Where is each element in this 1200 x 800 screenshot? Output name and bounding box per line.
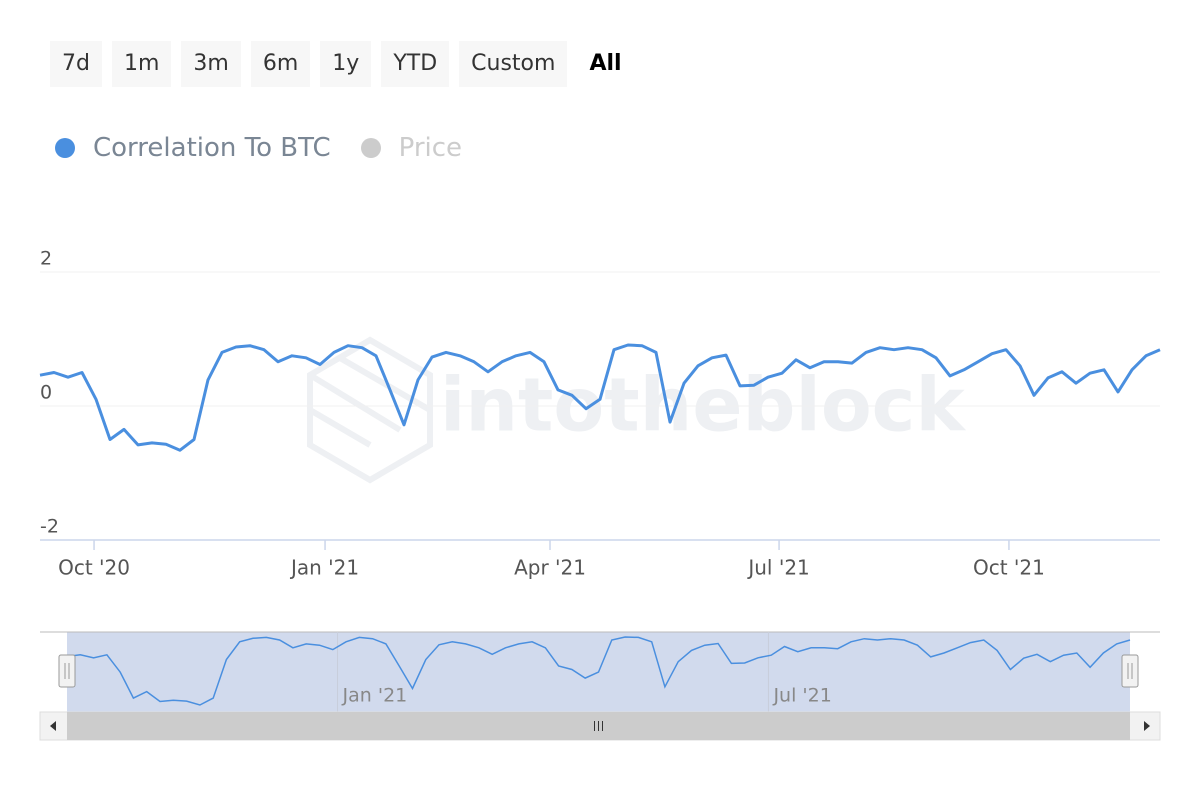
range-button[interactable]: 3m bbox=[181, 41, 241, 87]
range-button[interactable]: 1y bbox=[320, 41, 372, 87]
x-tick-label: Apr '21 bbox=[514, 556, 586, 580]
watermark-logo bbox=[307, 336, 433, 484]
watermark-shape bbox=[307, 336, 433, 484]
handle-box bbox=[58, 654, 76, 688]
legend-marker bbox=[55, 138, 75, 158]
legend-marker bbox=[360, 138, 381, 158]
scroll-left[interactable] bbox=[50, 721, 56, 731]
x-tick-label: Oct '21 bbox=[973, 556, 1045, 580]
range-selector: 7d 1m 3m 6m 1y YTD Custom All bbox=[50, 41, 634, 87]
data-line bbox=[39, 343, 1161, 452]
range-button[interactable]: YTD bbox=[381, 41, 450, 87]
handle-box bbox=[1121, 654, 1139, 688]
legend: Correlation To BTC Price bbox=[55, 133, 462, 163]
legend-item[interactable]: Price bbox=[360, 133, 463, 163]
x-tick-label: Jul '21 bbox=[746, 556, 809, 580]
legend-item[interactable]: Correlation To BTC bbox=[55, 133, 331, 163]
y-tick-label: 0 bbox=[40, 382, 52, 404]
navigator-handle[interactable] bbox=[58, 654, 76, 688]
y-tick-label: -2 bbox=[40, 516, 59, 538]
navigator-line bbox=[66, 636, 1131, 706]
x-tick-label: Jan '21 bbox=[289, 556, 359, 580]
range-button[interactable]: 1m bbox=[111, 41, 172, 87]
range-button[interactable]: Custom bbox=[459, 41, 568, 87]
range-button[interactable]: All bbox=[577, 41, 634, 87]
scroll-right[interactable] bbox=[1144, 721, 1150, 731]
range-button[interactable]: 6m bbox=[250, 41, 311, 87]
x-tick-label: Oct '20 bbox=[58, 556, 130, 580]
legend-label: Price bbox=[398, 133, 463, 163]
navigator-handle[interactable] bbox=[1121, 654, 1139, 688]
legend-label: Correlation To BTC bbox=[93, 133, 331, 163]
navigator-tick-label: Jul '21 bbox=[772, 685, 831, 707]
range-button[interactable]: 7d bbox=[50, 41, 102, 87]
y-tick-label: 2 bbox=[40, 248, 52, 270]
navigator-tick-label: Jan '21 bbox=[342, 685, 408, 707]
